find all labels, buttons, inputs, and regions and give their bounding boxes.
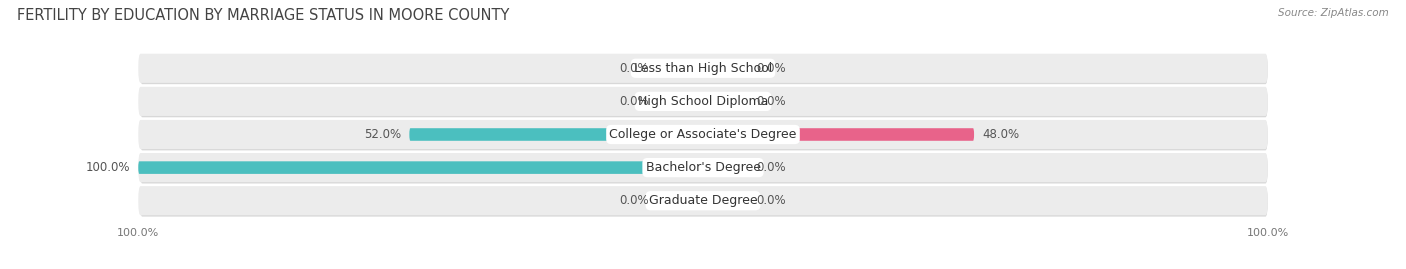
FancyBboxPatch shape xyxy=(138,54,1268,83)
FancyBboxPatch shape xyxy=(703,62,748,75)
Text: 0.0%: 0.0% xyxy=(620,62,650,75)
Text: Graduate Degree: Graduate Degree xyxy=(648,194,758,207)
FancyBboxPatch shape xyxy=(138,153,1268,182)
FancyBboxPatch shape xyxy=(141,88,1268,117)
FancyBboxPatch shape xyxy=(138,120,1268,149)
FancyBboxPatch shape xyxy=(141,121,1268,150)
FancyBboxPatch shape xyxy=(658,194,703,207)
FancyBboxPatch shape xyxy=(409,128,703,141)
FancyBboxPatch shape xyxy=(141,187,1268,217)
Text: 0.0%: 0.0% xyxy=(756,161,786,174)
FancyBboxPatch shape xyxy=(658,62,703,75)
Text: College or Associate's Degree: College or Associate's Degree xyxy=(609,128,797,141)
Text: 0.0%: 0.0% xyxy=(756,95,786,108)
Text: 0.0%: 0.0% xyxy=(756,194,786,207)
FancyBboxPatch shape xyxy=(141,154,1268,183)
FancyBboxPatch shape xyxy=(703,194,748,207)
Text: 0.0%: 0.0% xyxy=(620,194,650,207)
FancyBboxPatch shape xyxy=(138,186,1268,215)
FancyBboxPatch shape xyxy=(703,95,748,108)
Text: Source: ZipAtlas.com: Source: ZipAtlas.com xyxy=(1278,8,1389,18)
FancyBboxPatch shape xyxy=(138,87,1268,116)
Text: FERTILITY BY EDUCATION BY MARRIAGE STATUS IN MOORE COUNTY: FERTILITY BY EDUCATION BY MARRIAGE STATU… xyxy=(17,8,509,23)
Text: Bachelor's Degree: Bachelor's Degree xyxy=(645,161,761,174)
Text: 0.0%: 0.0% xyxy=(756,62,786,75)
Text: 100.0%: 100.0% xyxy=(86,161,129,174)
FancyBboxPatch shape xyxy=(658,95,703,108)
FancyBboxPatch shape xyxy=(703,128,974,141)
Text: High School Diploma: High School Diploma xyxy=(638,95,768,108)
Text: 48.0%: 48.0% xyxy=(983,128,1019,141)
Text: 52.0%: 52.0% xyxy=(364,128,401,141)
FancyBboxPatch shape xyxy=(138,161,703,174)
FancyBboxPatch shape xyxy=(141,55,1268,84)
Text: Less than High School: Less than High School xyxy=(634,62,772,75)
Text: 0.0%: 0.0% xyxy=(620,95,650,108)
FancyBboxPatch shape xyxy=(703,161,748,174)
